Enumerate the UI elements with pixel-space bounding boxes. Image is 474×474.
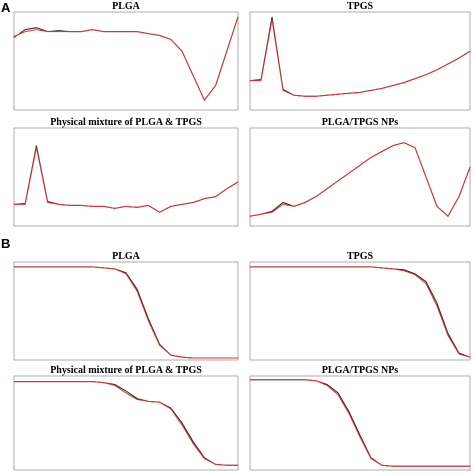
plot-frame bbox=[249, 261, 471, 361]
chart-title: PLGA bbox=[112, 251, 141, 262]
chart-title: TPGS bbox=[347, 1, 374, 12]
chart-title: PLGA/TPGS NPs bbox=[322, 117, 399, 128]
chart-title: TPGS bbox=[347, 251, 374, 262]
plot-frame bbox=[13, 11, 239, 111]
curve bbox=[13, 16, 239, 102]
plot-frame bbox=[13, 261, 239, 361]
panel-label: A bbox=[1, 0, 11, 15]
plot-frame bbox=[13, 127, 239, 227]
curve bbox=[14, 381, 238, 466]
curve bbox=[250, 379, 470, 467]
chart-title: PLGA bbox=[112, 1, 141, 12]
panel-label: B bbox=[1, 236, 10, 251]
curve bbox=[250, 266, 471, 358]
plot-frame bbox=[249, 375, 471, 471]
curve bbox=[14, 147, 239, 213]
curve bbox=[14, 266, 238, 359]
chart-title: Physical mixture of PLGA & TPGS bbox=[50, 117, 202, 128]
curve bbox=[249, 142, 471, 217]
chart-title: Physical mixture of PLGA & TPGS bbox=[50, 365, 202, 376]
curve bbox=[250, 19, 471, 97]
chart-title: PLGA/TPGS NPs bbox=[322, 365, 399, 376]
plot-frame bbox=[249, 127, 471, 227]
plot-frame bbox=[249, 11, 471, 111]
plot-frame bbox=[13, 375, 239, 471]
